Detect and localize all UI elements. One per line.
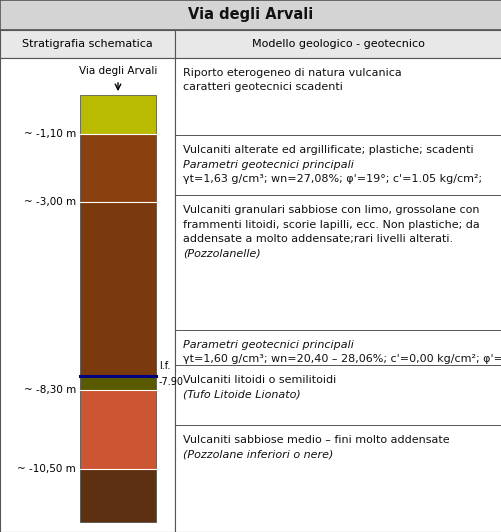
- Text: (Pozzolane inferiori o nere): (Pozzolane inferiori o nere): [183, 450, 333, 460]
- Text: Modello geologico - geotecnico: Modello geologico - geotecnico: [252, 39, 424, 49]
- Text: frammenti litoidi, scorie lapilli, ecc. Non plastiche; da: frammenti litoidi, scorie lapilli, ecc. …: [183, 220, 479, 229]
- Text: ~ -10,50 m: ~ -10,50 m: [17, 463, 76, 473]
- Text: Parametri geotecnici principali: Parametri geotecnici principali: [183, 160, 353, 170]
- Text: Via degli Arvali: Via degli Arvali: [79, 66, 157, 76]
- Text: γt=1,63 g/cm³; wn=27,08%; φ'=19°; c'=1.05 kg/cm²;: γt=1,63 g/cm³; wn=27,08%; φ'=19°; c'=1.0…: [183, 174, 481, 184]
- Bar: [175, 30, 501, 58]
- Bar: [0, 30, 175, 58]
- Bar: [80, 95, 156, 134]
- Text: Stratigrafia schematica: Stratigrafia schematica: [22, 39, 153, 49]
- Bar: [80, 376, 156, 390]
- Bar: [80, 390, 156, 469]
- Text: ~ -1,10 m: ~ -1,10 m: [24, 129, 76, 139]
- Text: Riporto eterogeneo di natura vulcanica: Riporto eterogeneo di natura vulcanica: [183, 68, 401, 78]
- Bar: [0, 58, 175, 532]
- Text: (Tufo Litoide Lionato): (Tufo Litoide Lionato): [183, 389, 300, 400]
- Text: l.f.: l.f.: [159, 361, 170, 371]
- Text: caratteri geotecnici scadenti: caratteri geotecnici scadenti: [183, 82, 342, 93]
- Text: addensate a molto addensate;rari livelli alterati.: addensate a molto addensate;rari livelli…: [183, 234, 452, 244]
- Bar: [80, 202, 156, 376]
- Text: (Pozzolanelle): (Pozzolanelle): [183, 248, 260, 259]
- Bar: [175, 58, 501, 532]
- Text: -7.90: -7.90: [159, 377, 184, 387]
- Bar: [80, 134, 156, 202]
- Text: γt=1,60 g/cm³; wn=20,40 – 28,06%; c'=0,00 kg/cm²; φ'=29°: γt=1,60 g/cm³; wn=20,40 – 28,06%; c'=0,0…: [183, 354, 501, 364]
- Bar: [80, 469, 156, 522]
- Text: Vulcaniti granulari sabbiose con limo, grossolane con: Vulcaniti granulari sabbiose con limo, g…: [183, 205, 478, 215]
- Text: Vulcaniti litoidi o semilitoidi: Vulcaniti litoidi o semilitoidi: [183, 375, 336, 385]
- Bar: [0, 0, 501, 30]
- Text: Vulcaniti sabbiose medio – fini molto addensate: Vulcaniti sabbiose medio – fini molto ad…: [183, 435, 449, 445]
- Text: Via degli Arvali: Via degli Arvali: [188, 7, 313, 22]
- Text: ~ -3,00 m: ~ -3,00 m: [24, 197, 76, 207]
- Text: ~ -8,30 m: ~ -8,30 m: [24, 385, 76, 395]
- Text: Parametri geotecnici principali: Parametri geotecnici principali: [183, 340, 353, 350]
- Text: Vulcaniti alterate ed argillificate; plastiche; scadenti: Vulcaniti alterate ed argillificate; pla…: [183, 145, 472, 155]
